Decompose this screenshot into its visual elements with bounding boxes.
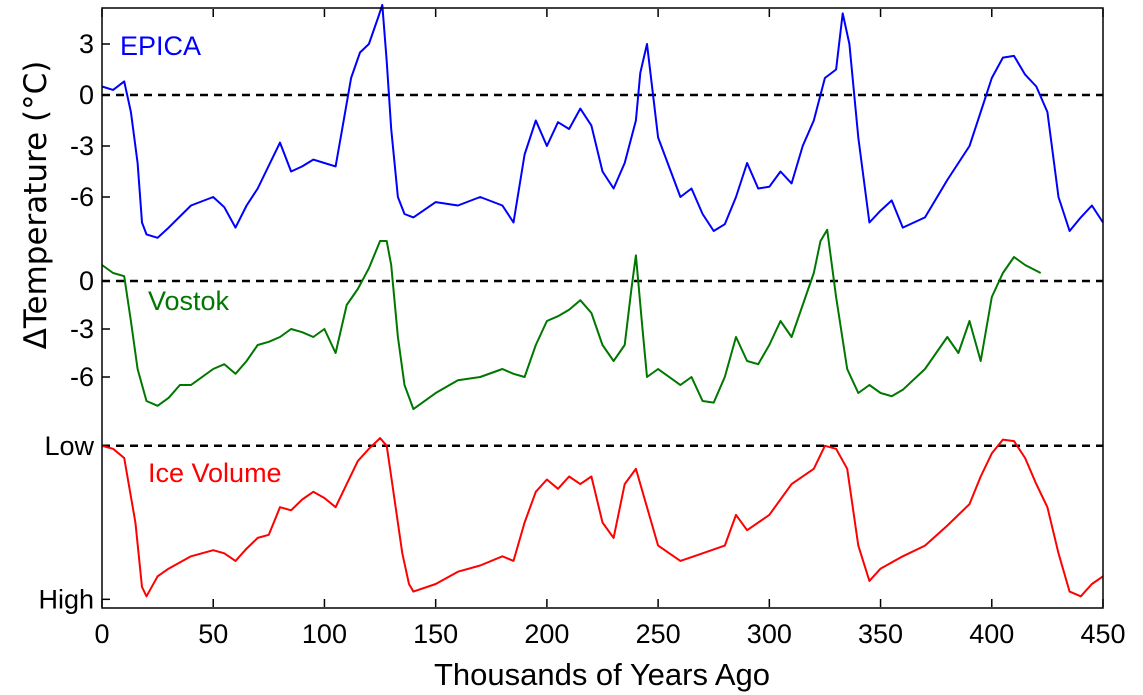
vostok-y-tick-label: -6 <box>70 362 94 392</box>
y-axis-title: ΔTemperature (°C) <box>18 61 54 350</box>
x-tick-label: 150 <box>413 619 458 649</box>
vostok-series-label: Vostok <box>148 286 230 316</box>
x-tick-label: 350 <box>858 619 903 649</box>
panel-vostok: 0 -3 -6 Vostok <box>70 228 1103 410</box>
x-axis-ticks: 0 50 100 150 200 250 300 350 400 450 <box>94 9 1126 649</box>
epica-y-tick-label: -3 <box>70 131 94 161</box>
epica-y-tick-label: -6 <box>70 182 94 212</box>
epica-series-line <box>101 3 1104 239</box>
vostok-y-tick-label: 0 <box>79 266 94 296</box>
x-tick-label: 200 <box>524 619 569 649</box>
x-tick-label: 50 <box>198 619 228 649</box>
ice-volume-y-tick-label: High <box>38 584 94 614</box>
x-axis-title: Thousands of Years Ago <box>434 657 770 692</box>
ice-volume-series-label: Ice Volume <box>148 458 282 488</box>
vostok-series-line <box>101 228 1042 410</box>
x-tick-label: 100 <box>302 619 347 649</box>
panel-epica: 3 0 -3 -6 EPICA <box>70 3 1104 239</box>
chart-panels: 3 0 -3 -6 EPICA 0 -3 -6 Vostok Low High Ice Volume <box>38 3 1104 614</box>
x-tick-label: 300 <box>747 619 792 649</box>
panel-ice-volume: Low High Ice Volume <box>38 431 1104 614</box>
epica-y-tick-label: 0 <box>79 80 94 110</box>
ice-volume-series-line <box>101 437 1104 598</box>
ice-volume-y-tick-label: Low <box>44 431 94 461</box>
x-tick-label: 0 <box>94 619 109 649</box>
x-tick-label: 450 <box>1080 619 1125 649</box>
epica-y-tick-label: 3 <box>79 29 94 59</box>
epica-series-label: EPICA <box>120 31 201 61</box>
x-tick-label: 400 <box>969 619 1014 649</box>
vostok-y-tick-label: -3 <box>70 314 94 344</box>
plot-frame <box>101 7 1104 609</box>
x-tick-label: 250 <box>636 619 681 649</box>
